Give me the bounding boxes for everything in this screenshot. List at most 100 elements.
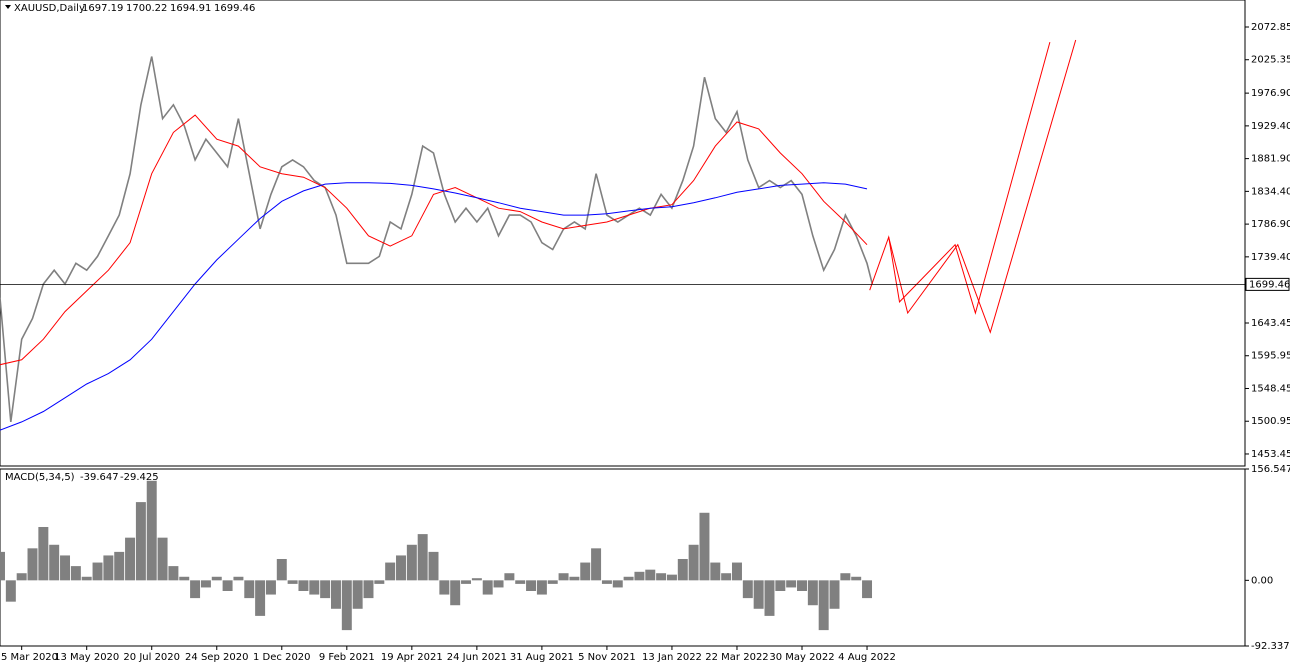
x-tick-label: 5 Nov 2021 <box>578 652 636 663</box>
histogram-bar <box>417 534 428 581</box>
histogram-bar <box>385 562 396 581</box>
histogram-bar <box>287 580 298 584</box>
y-tick-label: -92.337 <box>1251 641 1290 652</box>
histogram-bar <box>504 573 515 581</box>
x-tick-label: 31 Aug 2021 <box>510 652 574 663</box>
histogram-bar <box>320 580 331 599</box>
macd-title: MACD(5,34,5) <box>5 472 75 483</box>
histogram-bar <box>721 573 732 581</box>
x-tick-label: 30 May 2022 <box>769 652 834 663</box>
histogram-bar <box>146 480 157 581</box>
price-pane <box>0 0 1246 467</box>
histogram-bar <box>190 580 201 599</box>
y-tick-label: 1453.45 <box>1251 449 1290 460</box>
price-label-box <box>1245 277 1290 291</box>
histogram-bar <box>840 573 851 581</box>
histogram-bar <box>493 580 504 588</box>
y-tick-label: 1881.90 <box>1251 154 1290 165</box>
y-tick-label: 1786.90 <box>1251 219 1290 230</box>
histogram-bar <box>515 580 526 584</box>
y-tick-label: 156.547 <box>1251 464 1290 475</box>
y-tick-label: 1929.40 <box>1251 121 1290 132</box>
y-tick-label: 2072.85 <box>1251 22 1290 33</box>
histogram-bar <box>461 580 472 584</box>
histogram-bar <box>103 555 114 581</box>
series-line <box>869 41 1051 315</box>
histogram-bar <box>168 566 179 581</box>
y-tick-label: 1976.90 <box>1251 88 1290 99</box>
histogram-bar <box>797 580 807 591</box>
histogram-bar <box>731 562 742 581</box>
ohlc-value: 1694.91 <box>170 3 211 14</box>
histogram-bar <box>450 580 461 606</box>
x-tick-label: 19 Apr 2021 <box>381 652 443 663</box>
y-tick-label: 1595.95 <box>1251 351 1290 362</box>
histogram-bar <box>753 580 764 609</box>
series-line <box>0 114 868 366</box>
ohlc-value: 1699.46 <box>214 3 255 14</box>
macd-value: -29.425 <box>120 472 159 483</box>
x-tick-label: 9 Feb 2021 <box>319 652 375 663</box>
histogram-bar <box>0 551 5 581</box>
histogram-bar <box>547 580 558 584</box>
x-tick-label: 24 Sep 2020 <box>185 652 248 663</box>
y-tick-label: 1643.45 <box>1251 318 1290 329</box>
series-line <box>0 182 868 431</box>
price-label: 1699.46 <box>1249 279 1290 290</box>
y-tick-label: 1500.95 <box>1251 416 1290 427</box>
histogram-bar <box>49 544 60 581</box>
histogram-bar <box>27 548 38 581</box>
x-tick-label: 4 Aug 2022 <box>838 652 896 663</box>
menu-arrow <box>5 5 11 9</box>
histogram-bar <box>764 580 775 616</box>
histogram-bar <box>786 580 797 588</box>
y-tick-label: 2025.35 <box>1251 55 1290 66</box>
macd-pane <box>0 468 1246 647</box>
histogram-bar <box>612 580 623 588</box>
histogram-bar <box>38 526 49 581</box>
histogram-bar <box>862 580 873 599</box>
histogram-bar <box>634 571 645 581</box>
histogram-bar <box>157 537 168 581</box>
histogram-bar <box>81 576 92 581</box>
histogram-bar <box>406 544 417 581</box>
histogram-bar <box>699 512 710 581</box>
histogram-bar <box>482 580 493 595</box>
histogram-bar <box>70 566 81 581</box>
histogram-bar <box>298 580 309 591</box>
series-line <box>0 56 874 423</box>
histogram-bar <box>807 580 818 606</box>
histogram-bar <box>135 502 146 581</box>
histogram-bar <box>677 558 688 581</box>
ohlc-value: 1700.22 <box>126 3 167 14</box>
histogram-bar <box>851 576 862 581</box>
x-tick-label: 1 Dec 2020 <box>253 652 311 663</box>
y-tick-label: 0.00 <box>1251 575 1273 586</box>
x-tick-label: 20 Jul 2020 <box>123 652 180 663</box>
histogram-bar <box>265 580 276 595</box>
y-tick-label: 1834.40 <box>1251 186 1290 197</box>
histogram-bar <box>222 580 233 591</box>
histogram-bar <box>244 580 255 599</box>
y-tick-label: 1739.40 <box>1251 252 1290 263</box>
histogram-bar <box>742 580 753 599</box>
histogram-bar <box>255 580 266 616</box>
histogram-bar <box>471 578 482 581</box>
histogram-bar <box>601 580 612 584</box>
histogram-bar <box>309 580 320 595</box>
histogram-bar <box>5 580 16 602</box>
histogram-bar <box>591 548 602 581</box>
histogram-bar <box>623 576 634 581</box>
histogram-bar <box>211 576 222 581</box>
histogram-bar <box>688 544 699 581</box>
histogram-bar <box>179 576 190 581</box>
histogram-bar <box>276 558 287 581</box>
x-tick-label: 24 Jun 2021 <box>447 652 507 663</box>
histogram-bar <box>536 580 547 595</box>
histogram-bar <box>558 573 569 581</box>
histogram-bar <box>775 580 786 591</box>
symbol: XAUUSD,Daily <box>14 3 85 14</box>
histogram-bar <box>580 562 591 581</box>
